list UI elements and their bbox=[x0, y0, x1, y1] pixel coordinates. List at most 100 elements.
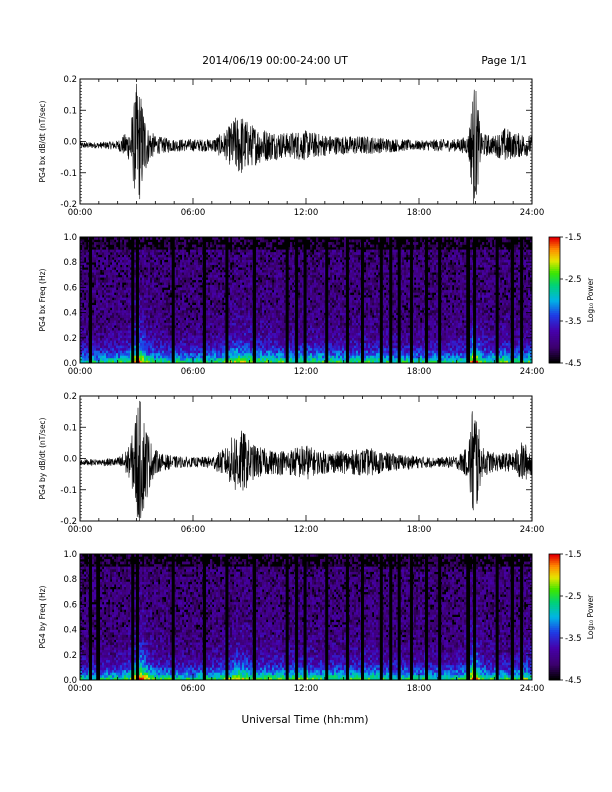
spectrogram-cell bbox=[314, 249, 317, 253]
spectrogram-cell bbox=[240, 297, 243, 301]
spectrogram-cell bbox=[102, 310, 105, 313]
spectrogram-cell bbox=[248, 269, 251, 273]
spectrogram-cell bbox=[274, 284, 277, 288]
spectrogram-cell bbox=[300, 269, 303, 273]
spectrogram-cell bbox=[134, 274, 137, 278]
spectrogram-cell bbox=[268, 269, 271, 273]
spectrogram-cell bbox=[100, 264, 103, 268]
spectrogram-cell bbox=[230, 259, 233, 263]
spectrogram-cell bbox=[300, 289, 303, 293]
spectrogram-cell bbox=[116, 300, 119, 303]
spectrogram-cell bbox=[236, 360, 239, 364]
spectrogram-cell bbox=[246, 284, 249, 288]
spectrogram-cell bbox=[96, 330, 99, 334]
spectrogram-cell bbox=[214, 360, 217, 364]
spectrogram-cell bbox=[156, 335, 159, 339]
spectrogram-cell bbox=[272, 317, 275, 321]
spectrogram-cell bbox=[182, 347, 185, 351]
spectrogram-cell bbox=[212, 307, 215, 311]
spectrogram-cell bbox=[258, 347, 261, 351]
spectrogram-cell bbox=[178, 297, 181, 301]
spectrogram-cell bbox=[232, 317, 235, 321]
spectrogram-cell bbox=[144, 337, 147, 341]
spectrogram-cell bbox=[160, 312, 163, 316]
spectrogram-cell bbox=[220, 267, 223, 271]
spectrogram-cell bbox=[124, 274, 127, 278]
spectrogram-cell bbox=[244, 320, 247, 323]
spectrogram-cell bbox=[170, 300, 173, 303]
spectrogram-cell bbox=[122, 342, 125, 346]
spectrogram-cell bbox=[306, 335, 309, 339]
spectrogram-cell bbox=[168, 315, 171, 318]
spectrogram-cell bbox=[210, 325, 213, 328]
spectrogram-cell bbox=[168, 342, 171, 346]
spectrogram-cell bbox=[102, 249, 105, 253]
spectrogram-cell bbox=[214, 327, 217, 331]
spectrogram-cell bbox=[266, 347, 269, 351]
spectrogram-cell bbox=[152, 352, 155, 356]
spectrogram-cell bbox=[174, 332, 177, 336]
spectrogram-cell bbox=[240, 342, 243, 346]
spectrogram-cell bbox=[146, 294, 149, 298]
spectrogram-cell bbox=[284, 300, 287, 303]
spectrogram-cell bbox=[186, 302, 189, 306]
spectrogram-cell bbox=[212, 345, 215, 349]
spectrogram-cell bbox=[186, 244, 189, 248]
spectrogram-cell bbox=[232, 272, 235, 276]
spectrogram-cell bbox=[266, 360, 269, 364]
spectrogram-cell bbox=[82, 274, 85, 278]
spectrogram-cell bbox=[200, 282, 203, 286]
spectrogram-cell bbox=[234, 269, 237, 273]
spectrogram-cell bbox=[220, 272, 223, 276]
spectrogram-cell bbox=[314, 294, 317, 298]
spectrogram-cell bbox=[164, 342, 167, 346]
spectrogram-cell bbox=[196, 330, 199, 334]
spectrogram-cell bbox=[230, 302, 233, 306]
spectrogram-cell bbox=[278, 360, 281, 364]
spectrogram-cell bbox=[314, 310, 317, 313]
spectrogram-cell bbox=[102, 269, 105, 273]
spectrogram-cell bbox=[270, 259, 273, 263]
spectrogram-cell bbox=[262, 337, 265, 341]
spectrogram-cell bbox=[168, 307, 171, 311]
spectrogram-cell bbox=[224, 279, 227, 283]
spectrogram-cell bbox=[174, 254, 177, 258]
spectrogram-cell bbox=[216, 272, 219, 276]
spectrogram-cell bbox=[196, 274, 199, 278]
spectrogram-cell bbox=[82, 347, 85, 351]
spectrogram-cell bbox=[170, 347, 173, 351]
spectrogram-cell bbox=[290, 325, 293, 328]
spectrogram-cell bbox=[276, 340, 279, 344]
spectrogram-cell bbox=[238, 357, 241, 361]
spectrogram-cell bbox=[120, 257, 123, 260]
spectrogram-cell bbox=[192, 315, 195, 318]
spectrogram-cell bbox=[272, 337, 275, 341]
spectrogram-cell bbox=[198, 340, 201, 344]
spectrogram-cell bbox=[178, 315, 181, 318]
spectrogram-cell bbox=[228, 355, 231, 359]
spectrogram-cell bbox=[106, 345, 109, 349]
spectrogram-cell bbox=[104, 300, 107, 303]
spectrogram-cell bbox=[308, 355, 311, 359]
spectrogram-cell bbox=[208, 325, 211, 328]
spectrogram-cell bbox=[312, 300, 315, 303]
spectrogram-cell bbox=[208, 352, 211, 356]
spectrogram-cell bbox=[284, 254, 287, 258]
spectrogram-cell bbox=[184, 269, 187, 273]
spectrogram-cell bbox=[274, 360, 277, 364]
spectrogram-cell bbox=[264, 272, 267, 276]
spectrogram-cell bbox=[116, 277, 119, 281]
spectrogram-cell bbox=[216, 330, 219, 334]
spectrogram-cell bbox=[276, 267, 279, 271]
spectrogram-cell bbox=[158, 320, 161, 323]
spectrogram-cell bbox=[116, 327, 119, 331]
spectrogram-cell bbox=[274, 247, 277, 250]
spectrogram-cell bbox=[82, 247, 85, 250]
spectrogram-cell bbox=[194, 262, 197, 265]
spectrogram-cell bbox=[200, 264, 203, 268]
spectrogram-cell bbox=[310, 269, 313, 273]
spectrogram-cell bbox=[290, 347, 293, 351]
spectrogram-cell bbox=[256, 337, 259, 341]
spectrogram-cell bbox=[298, 352, 301, 356]
spectrogram-cell bbox=[84, 347, 87, 351]
